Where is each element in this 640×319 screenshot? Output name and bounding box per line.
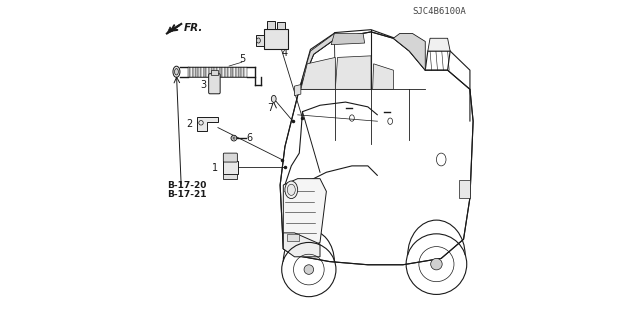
- FancyBboxPatch shape: [209, 74, 220, 94]
- Bar: [241, 67, 244, 77]
- Bar: [225, 67, 228, 77]
- Bar: [211, 70, 218, 75]
- Text: 1: 1: [212, 163, 218, 174]
- Bar: [233, 67, 236, 77]
- Ellipse shape: [287, 184, 295, 195]
- Text: 7: 7: [268, 103, 274, 114]
- Polygon shape: [394, 33, 425, 70]
- Bar: [459, 180, 470, 198]
- Bar: [223, 67, 225, 77]
- Bar: [198, 67, 201, 77]
- Polygon shape: [335, 56, 371, 89]
- Bar: [230, 67, 233, 77]
- Bar: [256, 35, 264, 46]
- Circle shape: [231, 135, 237, 141]
- Text: 4: 4: [282, 48, 288, 58]
- Circle shape: [431, 258, 442, 270]
- Text: 5: 5: [239, 54, 245, 64]
- Bar: [209, 67, 212, 77]
- Text: B-17-20: B-17-20: [167, 181, 206, 190]
- Circle shape: [304, 265, 314, 274]
- Polygon shape: [301, 57, 335, 89]
- FancyBboxPatch shape: [264, 29, 288, 49]
- Ellipse shape: [271, 95, 276, 102]
- FancyBboxPatch shape: [223, 153, 237, 162]
- Polygon shape: [197, 117, 218, 131]
- Bar: [228, 67, 230, 77]
- Text: 2: 2: [187, 119, 193, 130]
- Bar: [204, 67, 206, 77]
- Text: FR.: FR.: [184, 23, 203, 33]
- Polygon shape: [428, 38, 450, 51]
- Bar: [268, 21, 275, 29]
- Bar: [217, 67, 220, 77]
- Bar: [188, 67, 190, 77]
- Polygon shape: [167, 27, 173, 33]
- Polygon shape: [280, 32, 473, 265]
- Bar: [190, 67, 193, 77]
- Bar: [223, 174, 237, 179]
- Bar: [212, 67, 214, 77]
- Bar: [214, 67, 217, 77]
- Bar: [277, 22, 285, 29]
- Ellipse shape: [175, 69, 179, 75]
- Polygon shape: [284, 233, 320, 257]
- Polygon shape: [300, 33, 336, 89]
- Polygon shape: [372, 64, 394, 89]
- Ellipse shape: [173, 66, 180, 78]
- Bar: [196, 67, 198, 77]
- Bar: [244, 67, 246, 77]
- Polygon shape: [284, 179, 326, 255]
- Text: SJC4B6100A: SJC4B6100A: [413, 7, 467, 16]
- Bar: [193, 67, 196, 77]
- Ellipse shape: [257, 38, 260, 43]
- Bar: [287, 234, 300, 241]
- Bar: [236, 67, 239, 77]
- Ellipse shape: [285, 181, 298, 198]
- Bar: [206, 67, 209, 77]
- Bar: [239, 67, 241, 77]
- Text: 6: 6: [246, 133, 252, 143]
- Bar: [201, 67, 204, 77]
- Text: B-17-21: B-17-21: [167, 190, 206, 199]
- Polygon shape: [294, 85, 301, 96]
- Text: 3: 3: [200, 79, 206, 90]
- Bar: [220, 67, 223, 77]
- Bar: [223, 161, 238, 174]
- Polygon shape: [331, 33, 365, 45]
